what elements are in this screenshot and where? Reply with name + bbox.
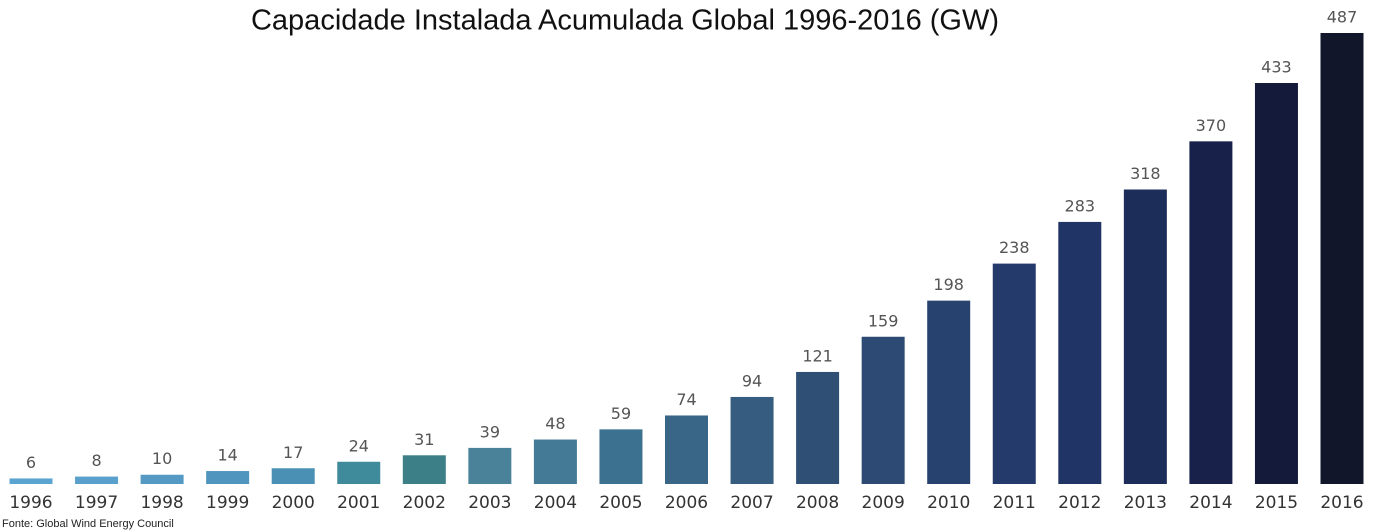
- x-tick-label: 2010: [927, 493, 970, 513]
- value-label: 487: [1327, 8, 1358, 27]
- value-label: 94: [742, 371, 762, 390]
- x-tick-label: 2015: [1255, 493, 1298, 513]
- x-tick-label: 1999: [206, 493, 249, 513]
- value-label: 159: [868, 311, 899, 330]
- bar: [861, 336, 905, 484]
- value-label: 74: [676, 390, 696, 409]
- bar: [468, 447, 512, 484]
- bar: [599, 429, 643, 484]
- value-label: 59: [611, 404, 631, 423]
- x-tick-label: 2016: [1320, 493, 1363, 513]
- value-label: 433: [1261, 58, 1292, 77]
- x-tick-label: 2006: [665, 493, 708, 513]
- bar: [9, 478, 53, 484]
- x-tick-label: 1997: [75, 493, 118, 513]
- bar: [1123, 189, 1167, 484]
- bar: [1320, 33, 1364, 484]
- x-tick-label: 1998: [140, 493, 183, 513]
- value-label: 283: [1065, 196, 1096, 215]
- bar: [730, 396, 774, 484]
- bar: [140, 474, 184, 484]
- value-label: 8: [91, 451, 101, 470]
- bar: [796, 371, 840, 484]
- x-tick-label: 2000: [272, 493, 315, 513]
- x-tick-label: 2005: [599, 493, 642, 513]
- source-note: Fonte: Global Wind Energy Council: [2, 518, 174, 530]
- x-tick-label: 2009: [862, 493, 905, 513]
- bar: [271, 468, 315, 484]
- value-label: 318: [1130, 164, 1161, 183]
- x-tick-label: 1996: [9, 493, 52, 513]
- bar: [1058, 221, 1102, 484]
- value-label: 121: [802, 346, 833, 365]
- value-label: 370: [1196, 116, 1227, 135]
- bar: [402, 455, 446, 484]
- bar: [75, 476, 119, 484]
- x-tick-label: 2014: [1189, 493, 1232, 513]
- bar: [206, 471, 250, 484]
- x-tick-label: 2002: [403, 493, 446, 513]
- value-label: 31: [414, 430, 434, 449]
- value-label: 17: [283, 443, 303, 462]
- value-label: 14: [217, 446, 237, 465]
- bar: [927, 300, 971, 484]
- value-label: 24: [349, 436, 369, 455]
- x-tick-label: 2001: [337, 493, 380, 513]
- bar: [665, 415, 708, 484]
- bar: [1254, 83, 1298, 485]
- x-tick-label: 2011: [993, 493, 1036, 513]
- value-label: 6: [26, 453, 36, 472]
- x-tick-label: 2007: [730, 493, 773, 513]
- bar: [533, 439, 577, 484]
- value-label: 238: [999, 238, 1030, 257]
- x-tick-label: 2004: [534, 493, 577, 513]
- value-label: 39: [480, 422, 500, 441]
- value-label: 48: [545, 414, 565, 433]
- x-tick-label: 2013: [1124, 493, 1167, 513]
- bar: [992, 263, 1036, 484]
- bar: [1189, 141, 1233, 484]
- x-tick-label: 2012: [1058, 493, 1101, 513]
- value-label: 198: [933, 275, 964, 294]
- chart-title: Capacidade Instalada Acumulada Global 19…: [251, 5, 999, 37]
- x-tick-label: 2008: [796, 493, 839, 513]
- x-tick-label: 2003: [468, 493, 511, 513]
- value-label: 10: [152, 449, 172, 468]
- bar: [337, 461, 381, 484]
